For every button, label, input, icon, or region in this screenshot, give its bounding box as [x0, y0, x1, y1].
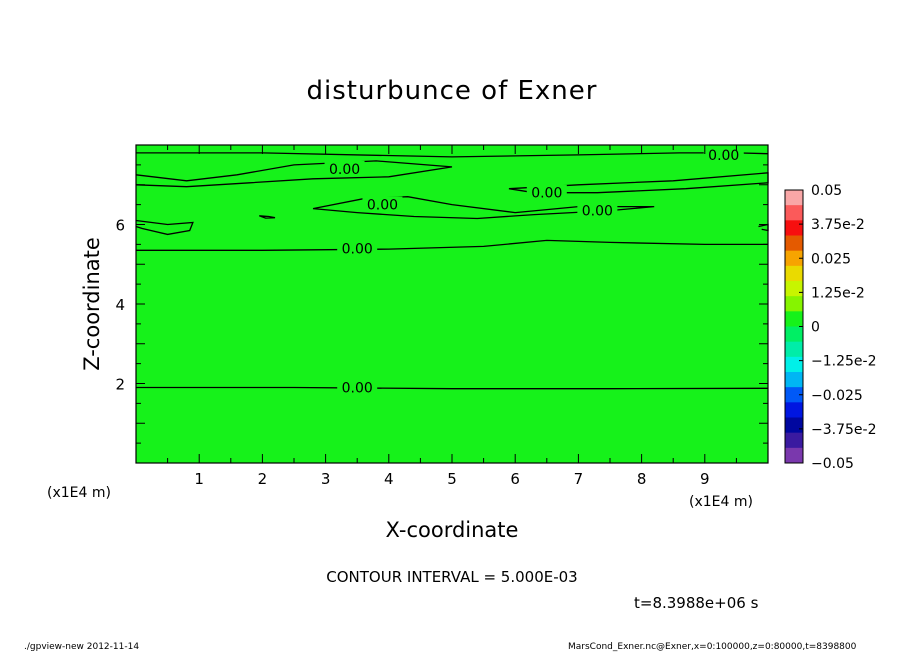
colorbar-label: −1.25e-2 — [811, 354, 876, 370]
colorbar-segment — [785, 250, 803, 267]
colorbar-label: 3.75e-2 — [811, 217, 865, 233]
x-tick-label: 5 — [447, 470, 457, 488]
colorbar-segment — [785, 356, 803, 373]
colorbar-segment — [785, 372, 803, 388]
x-tick-label: 1 — [194, 470, 204, 488]
y-tick-label: 6 — [115, 217, 125, 235]
colorbar-segment — [785, 432, 803, 449]
y-tick-label: 4 — [115, 296, 125, 314]
colorbar-segment — [785, 235, 803, 252]
contour-line — [312, 196, 655, 220]
colorbar-label: 1.25e-2 — [811, 285, 865, 301]
x-tick-label: 3 — [321, 470, 331, 488]
contour-label-bg — [362, 196, 403, 212]
contour-label: 0.00 — [582, 204, 613, 220]
x-tick-label: 8 — [637, 470, 647, 488]
contour-label: 0.00 — [367, 198, 398, 214]
contour-label: 0.00 — [342, 241, 373, 257]
contour-line — [135, 219, 194, 236]
contour-label-bg — [337, 240, 378, 256]
time-label: t=8.3988e+06 s — [634, 594, 759, 612]
contour-label-bg — [526, 184, 567, 200]
y-axis-label: Z-coordinate — [80, 237, 104, 371]
colorbar-label: 0 — [811, 320, 820, 336]
contour-line — [136, 239, 768, 251]
x-tick-label: 9 — [700, 470, 710, 488]
colorbar-segment — [785, 190, 803, 206]
contour-interval-text: CONTOUR INTERVAL = 5.000E-03 — [326, 568, 578, 586]
colorbar-segment — [785, 417, 803, 434]
colorbar-label: 0.05 — [811, 183, 842, 199]
plot-field — [136, 145, 768, 463]
colorbar-segment — [785, 402, 803, 418]
contour-label-bg — [337, 379, 378, 395]
x-axis-label: X-coordinate — [386, 518, 519, 542]
colorbar-segment — [785, 326, 803, 343]
colorbar-label: 0.025 — [811, 251, 851, 267]
x-tick-label: 2 — [258, 470, 268, 488]
colorbar-segment — [785, 447, 803, 464]
contour-label: 0.00 — [531, 186, 562, 202]
colorbar-segment — [785, 265, 803, 282]
x-tick-label: 7 — [574, 470, 584, 488]
colorbar-segment — [785, 281, 803, 297]
colorbar-segment — [785, 220, 803, 236]
contour-label-bg — [577, 202, 618, 218]
y-unit-label: (x1E4 m) — [47, 485, 111, 501]
colorbar-label: −0.05 — [811, 456, 854, 472]
footer-source: MarsCond_Exner.nc@Exner,x=0:100000,z=0:8… — [568, 642, 857, 652]
colorbar-segment — [785, 311, 803, 327]
chart-title: disturbunce of Exner — [306, 76, 598, 106]
contour-label-bg — [703, 146, 744, 162]
contour-line — [135, 160, 453, 188]
x-tick-label: 6 — [510, 470, 520, 488]
colorbar-label: −3.75e-2 — [811, 422, 876, 438]
contour-label: 0.00 — [329, 162, 360, 178]
contour-label-bg — [324, 160, 365, 176]
contour-line — [258, 215, 276, 219]
y-tick-label: 2 — [115, 376, 125, 394]
x-tick-label: 4 — [384, 470, 394, 488]
footer-program: ./gpview-new 2012-11-14 — [24, 642, 140, 652]
contour-line — [136, 386, 769, 390]
colorbar-segment — [785, 341, 803, 358]
contour-label: 0.00 — [342, 380, 373, 396]
x-unit-label: (x1E4 m) — [689, 494, 753, 510]
colorbar-label: −0.025 — [811, 388, 863, 404]
contour-label: 0.00 — [708, 148, 739, 164]
colorbar-segment — [785, 296, 803, 312]
colorbar-segment — [785, 387, 803, 403]
colorbar-segment — [785, 205, 803, 221]
